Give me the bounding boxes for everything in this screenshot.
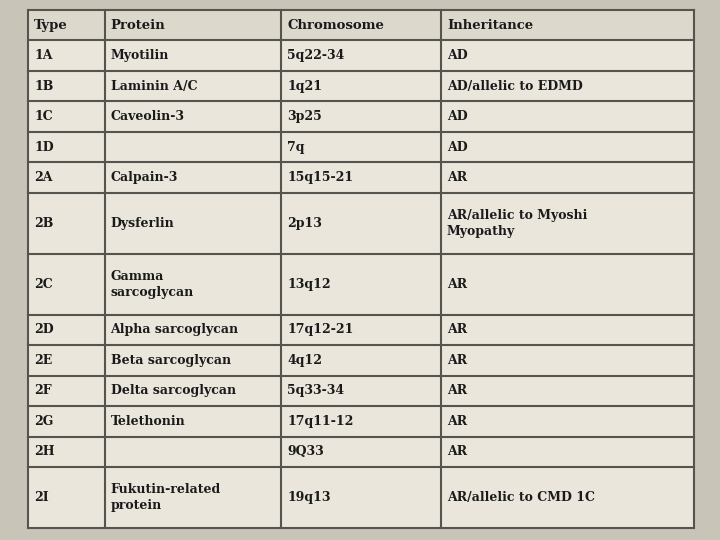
Text: 1D: 1D xyxy=(34,140,53,153)
Text: 2E: 2E xyxy=(34,354,53,367)
Text: Chromosome: Chromosome xyxy=(287,19,384,32)
Text: 2C: 2C xyxy=(34,278,53,291)
Text: 2G: 2G xyxy=(34,415,53,428)
Text: Dysferlin: Dysferlin xyxy=(111,217,174,230)
Bar xyxy=(28,315,694,345)
Text: AR/allelic to CMD 1C: AR/allelic to CMD 1C xyxy=(447,491,595,504)
Text: AR: AR xyxy=(447,384,467,397)
Text: 1q21: 1q21 xyxy=(287,80,322,93)
Bar xyxy=(28,163,694,193)
Text: 2H: 2H xyxy=(34,446,55,458)
Text: AR: AR xyxy=(447,354,467,367)
Bar xyxy=(28,376,694,406)
Text: 2F: 2F xyxy=(34,384,52,397)
Text: AR: AR xyxy=(447,415,467,428)
Text: Gamma
sarcoglycan: Gamma sarcoglycan xyxy=(111,270,194,299)
Text: Protein: Protein xyxy=(111,19,166,32)
Bar xyxy=(28,254,694,315)
Text: Telethonin: Telethonin xyxy=(111,415,185,428)
Text: 1B: 1B xyxy=(34,80,53,93)
Text: 1C: 1C xyxy=(34,110,53,123)
Text: AR: AR xyxy=(447,446,467,458)
Text: 2A: 2A xyxy=(34,171,53,184)
Text: AD/allelic to EDMD: AD/allelic to EDMD xyxy=(447,80,582,93)
Bar xyxy=(28,132,694,163)
Text: 9Q33: 9Q33 xyxy=(287,446,324,458)
Text: AD: AD xyxy=(447,140,467,153)
Text: Caveolin-3: Caveolin-3 xyxy=(111,110,184,123)
Text: 7q: 7q xyxy=(287,140,305,153)
Text: 2D: 2D xyxy=(34,323,53,336)
Text: 2B: 2B xyxy=(34,217,53,230)
Text: 15q15-21: 15q15-21 xyxy=(287,171,354,184)
Text: Myotilin: Myotilin xyxy=(111,49,169,62)
Text: 17q12-21: 17q12-21 xyxy=(287,323,354,336)
Text: 2p13: 2p13 xyxy=(287,217,322,230)
Text: AR: AR xyxy=(447,171,467,184)
Text: Alpha sarcoglycan: Alpha sarcoglycan xyxy=(111,323,239,336)
Text: Beta sarcoglycan: Beta sarcoglycan xyxy=(111,354,230,367)
Text: 13q12: 13q12 xyxy=(287,278,330,291)
Bar xyxy=(28,467,694,528)
Text: AR: AR xyxy=(447,278,467,291)
Text: AR: AR xyxy=(447,323,467,336)
Bar xyxy=(28,102,694,132)
Bar xyxy=(28,345,694,376)
Text: AD: AD xyxy=(447,49,467,62)
Text: Laminin A/C: Laminin A/C xyxy=(111,80,197,93)
Text: 19q13: 19q13 xyxy=(287,491,330,504)
Text: Fukutin-related
protein: Fukutin-related protein xyxy=(111,483,221,512)
Text: 4q12: 4q12 xyxy=(287,354,322,367)
Text: AD: AD xyxy=(447,110,467,123)
Text: 2I: 2I xyxy=(34,491,49,504)
Text: Calpain-3: Calpain-3 xyxy=(111,171,178,184)
Text: 17q11-12: 17q11-12 xyxy=(287,415,354,428)
Text: Inheritance: Inheritance xyxy=(447,19,533,32)
Text: 3p25: 3p25 xyxy=(287,110,322,123)
Text: 5q22-34: 5q22-34 xyxy=(287,49,344,62)
Bar xyxy=(28,406,694,436)
Bar xyxy=(28,71,694,102)
Text: AR/allelic to Myoshi
Myopathy: AR/allelic to Myoshi Myopathy xyxy=(447,209,588,238)
Bar xyxy=(28,40,694,71)
Text: 5q33-34: 5q33-34 xyxy=(287,384,344,397)
Text: Type: Type xyxy=(34,19,68,32)
Bar xyxy=(28,436,694,467)
Text: 1A: 1A xyxy=(34,49,53,62)
Bar xyxy=(28,10,694,40)
Bar xyxy=(28,193,694,254)
Text: Delta sarcoglycan: Delta sarcoglycan xyxy=(111,384,235,397)
